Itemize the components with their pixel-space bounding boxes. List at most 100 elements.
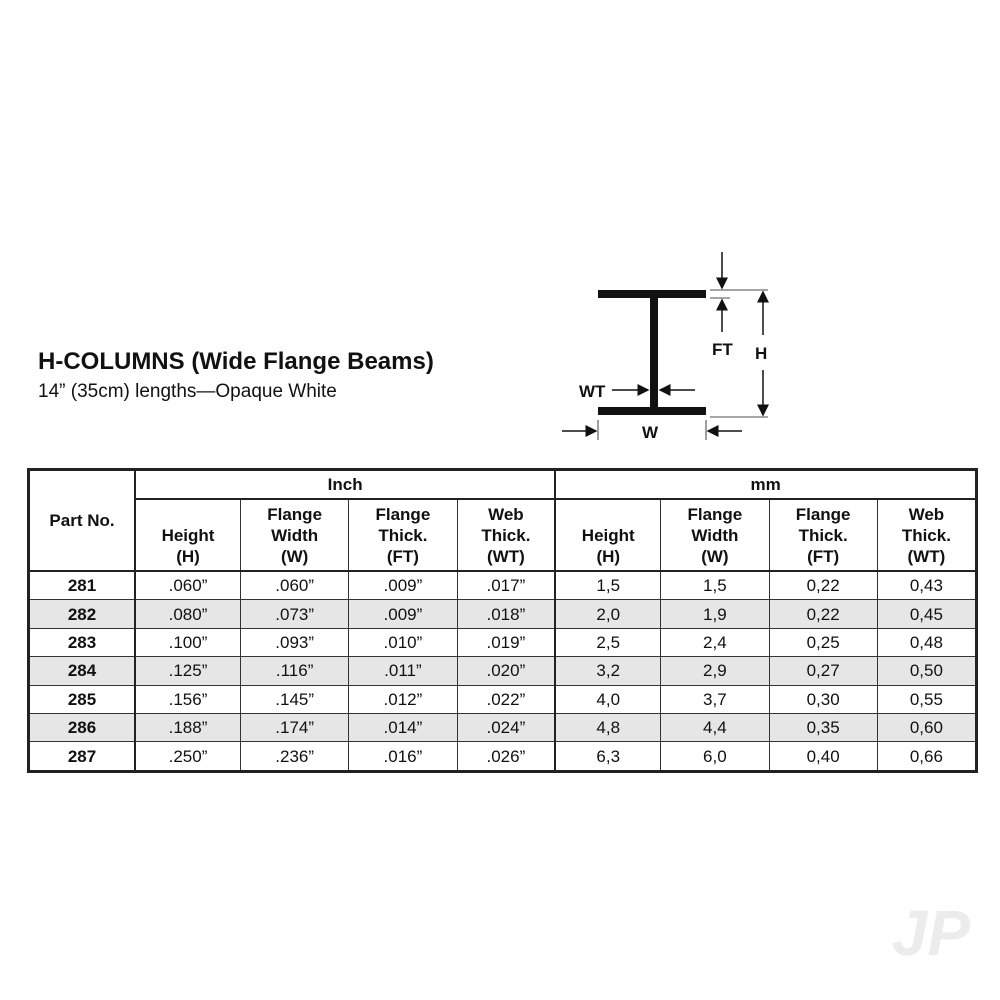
- value-cell: 4,8: [554, 712, 662, 743]
- value-cell: .060”: [240, 570, 350, 601]
- column-header-line: (FT): [386, 546, 419, 566]
- value-cell: 0,30: [768, 684, 878, 714]
- value-cell: .020”: [456, 656, 557, 686]
- column-header-line: Width: [691, 525, 739, 545]
- part-no-header: Part No.: [28, 469, 136, 572]
- column-header-line: Flange: [267, 504, 323, 524]
- group-header-inch: Inch: [134, 469, 557, 500]
- value-cell: .019”: [456, 627, 557, 658]
- value-cell: .250”: [134, 741, 242, 772]
- column-header: Height (H): [134, 498, 242, 572]
- table-row: 282.080” .073” .009” .018” 2,0 1,9 0,22 0,45: [28, 599, 978, 629]
- value-cell: 0,45: [876, 599, 978, 629]
- value-cell: 0,35: [768, 712, 878, 743]
- value-cell: .026”: [456, 741, 557, 772]
- value-cell: 1,9: [660, 599, 770, 629]
- value-cell: 0,66: [876, 741, 978, 772]
- column-header-line: Height: [581, 525, 635, 545]
- group-header-mm: mm: [554, 469, 978, 500]
- column-header-line: (H): [176, 546, 200, 566]
- jp-watermark-logo: JP: [891, 897, 970, 969]
- value-cell: .156”: [134, 684, 242, 714]
- column-header-line: Width: [271, 525, 319, 545]
- value-cell: 1,5: [660, 570, 770, 601]
- value-cell: .022”: [456, 684, 557, 714]
- column-header-line: (WT): [486, 546, 525, 566]
- value-cell: .125”: [134, 656, 242, 686]
- value-cell: 0,27: [768, 656, 878, 686]
- value-cell: 0,25: [768, 627, 878, 658]
- value-cell: .060”: [134, 570, 242, 601]
- h-label: H: [755, 344, 767, 363]
- column-header: Flange Width (W): [240, 498, 350, 572]
- value-cell: 3,2: [554, 656, 662, 686]
- table-row: 283.100” .093” .010” .019” 2,5 2,4 0,25 0,48: [28, 627, 978, 658]
- value-cell: 2,9: [660, 656, 770, 686]
- value-cell: 4,0: [554, 684, 662, 714]
- column-header-line: (W): [280, 546, 309, 566]
- part-number-cell: 287: [28, 741, 136, 772]
- table-row: 287.250” .236” .016” .026” 6,3 6,0 0,40 0,66: [28, 741, 978, 772]
- column-header-line: (H): [596, 546, 621, 566]
- value-cell: 4,4: [660, 712, 770, 743]
- value-cell: 2,5: [554, 627, 662, 658]
- page-subtitle: 14” (35cm) lengths—Opaque White: [38, 381, 337, 402]
- h-beam-diagram: FT H WT W: [562, 252, 769, 442]
- column-header-line: Thick.: [798, 525, 848, 545]
- value-cell: .073”: [240, 599, 350, 629]
- value-cell: .024”: [456, 712, 557, 743]
- column-header-line: (FT): [807, 546, 840, 566]
- part-number-cell: 281: [28, 570, 136, 601]
- ft-label: FT: [712, 340, 733, 359]
- value-cell: .010”: [348, 627, 458, 658]
- page-title: H-COLUMNS (Wide Flange Beams): [38, 348, 434, 375]
- value-cell: .080”: [134, 599, 242, 629]
- value-cell: .174”: [240, 712, 350, 743]
- value-cell: 0,22: [768, 570, 878, 601]
- value-cell: .100”: [134, 627, 242, 658]
- column-header: Flange Thick. (FT): [348, 498, 458, 572]
- value-cell: 0,48: [876, 627, 978, 658]
- value-cell: 0,60: [876, 712, 978, 743]
- table-row: 285.156” .145” .012” .022” 4,0 3,7 0,30 0,55: [28, 684, 978, 714]
- value-cell: 0,50: [876, 656, 978, 686]
- h-beam-shape: [598, 290, 706, 415]
- part-number-cell: 282: [28, 599, 136, 629]
- column-header-line: (WT): [907, 546, 946, 566]
- column-header-line: Thick.: [901, 525, 951, 545]
- column-header: Web Thick. (WT): [456, 498, 557, 572]
- wt-label: WT: [579, 382, 606, 401]
- value-cell: 6,0: [660, 741, 770, 772]
- value-cell: .093”: [240, 627, 350, 658]
- value-cell: 2,4: [660, 627, 770, 658]
- column-header-line: Web: [908, 504, 945, 524]
- value-cell: .014”: [348, 712, 458, 743]
- value-cell: 2,0: [554, 599, 662, 629]
- value-cell: 0,43: [876, 570, 978, 601]
- value-cell: 0,55: [876, 684, 978, 714]
- value-cell: .009”: [348, 570, 458, 601]
- part-number-cell: 286: [28, 712, 136, 743]
- value-cell: .018”: [456, 599, 557, 629]
- value-cell: .236”: [240, 741, 350, 772]
- column-header: Height (H): [554, 498, 662, 572]
- value-cell: .116”: [240, 656, 350, 686]
- column-header-line: Flange: [375, 504, 431, 524]
- column-header: Flange Width (W): [660, 498, 770, 572]
- value-cell: .188”: [134, 712, 242, 743]
- table-row: 284.125” .116” .011” .020” 3,2 2,9 0,27 0,50: [28, 656, 978, 686]
- value-cell: .011”: [348, 656, 458, 686]
- value-cell: 0,40: [768, 741, 878, 772]
- part-number-cell: 284: [28, 656, 136, 686]
- dimension-lines: [562, 252, 769, 440]
- table-row: 281.060” .060” .009” .017” 1,5 1,5 0,22 0,43: [28, 570, 978, 601]
- value-cell: 1,5: [554, 570, 662, 601]
- value-cell: .009”: [348, 599, 458, 629]
- part-number-cell: 283: [28, 627, 136, 658]
- value-cell: 6,3: [554, 741, 662, 772]
- column-header-line: Flange: [687, 504, 743, 524]
- value-cell: .012”: [348, 684, 458, 714]
- value-cell: .016”: [348, 741, 458, 772]
- value-cell: 0,22: [768, 599, 878, 629]
